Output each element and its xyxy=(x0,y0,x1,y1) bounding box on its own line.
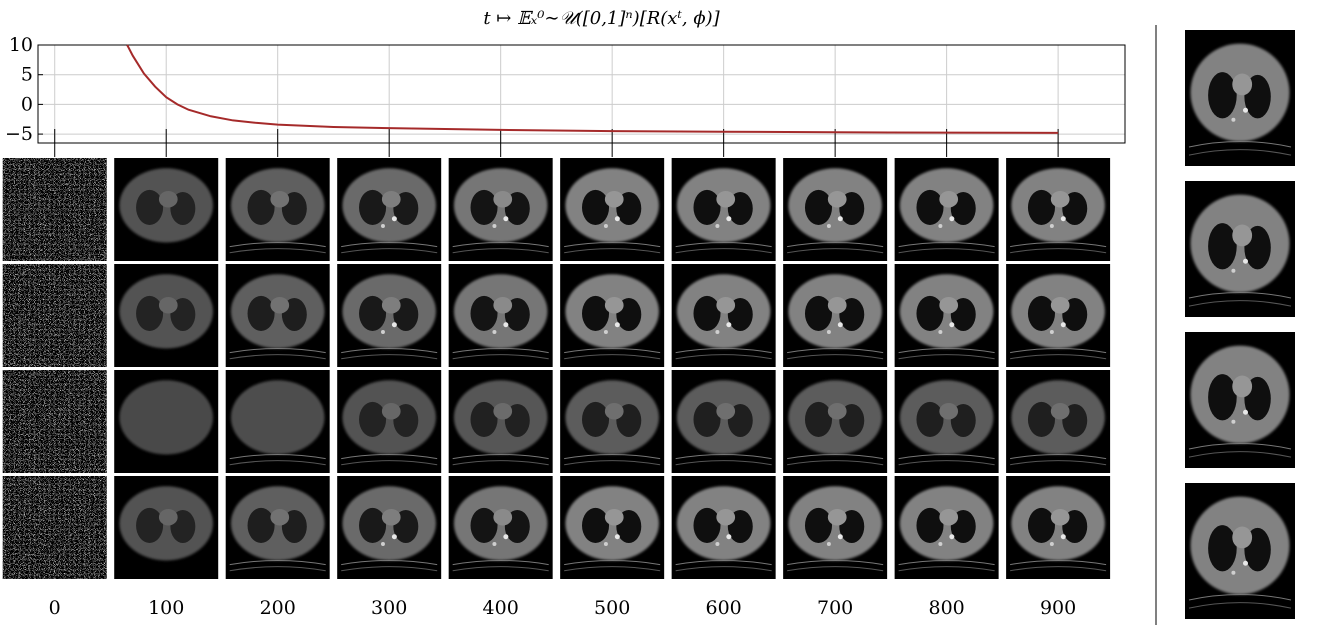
x-tick-label: 600 xyxy=(706,597,742,619)
ct-slice xyxy=(337,476,442,579)
ct-slice xyxy=(894,264,999,367)
ct-slice xyxy=(894,476,999,579)
ct-slice xyxy=(894,158,999,261)
ct-slice xyxy=(671,158,776,261)
y-tick-label: −5 xyxy=(5,123,33,145)
ct-slice xyxy=(1185,332,1295,468)
ct-slice xyxy=(225,158,330,261)
ct-slice xyxy=(448,264,553,367)
x-tick-label: 800 xyxy=(928,597,964,619)
ct-slice xyxy=(337,264,442,367)
y-tick-label: 5 xyxy=(21,64,33,86)
y-tick-label: 10 xyxy=(9,34,33,56)
ct-slice xyxy=(671,476,776,579)
x-tick-label: 700 xyxy=(817,597,853,619)
ct-slice xyxy=(448,476,553,579)
grid xyxy=(38,44,1125,143)
line-chart: −5 0 5 10 t ↦ 𝔼ₓ⁰∼𝒰([0,1]ⁿ)[R(xᵗ, ϕ)] xyxy=(5,8,1126,157)
ct-slice xyxy=(894,370,999,473)
noise-image xyxy=(2,370,107,473)
x-tick-label: 900 xyxy=(1040,597,1076,619)
x-tick-label: 200 xyxy=(260,597,296,619)
ct-slice xyxy=(114,264,219,367)
ct-slice xyxy=(560,158,665,261)
x-tick-label: 300 xyxy=(371,597,407,619)
ct-slice xyxy=(225,476,330,579)
ct-slice xyxy=(1185,30,1295,166)
x-tick-label: 100 xyxy=(148,597,184,619)
noise-image xyxy=(2,264,107,367)
ct-slice xyxy=(560,476,665,579)
ct-slice xyxy=(225,264,330,367)
series-line xyxy=(126,44,1059,134)
x-tick-labels: 0 100 200 300 400 500 600 700 800 900 xyxy=(49,597,1077,619)
ct-slice xyxy=(448,158,553,261)
ct-slice xyxy=(337,370,442,473)
reference-images xyxy=(1185,30,1295,619)
ct-slice xyxy=(671,370,776,473)
ct-slice xyxy=(114,476,219,579)
noise-image xyxy=(2,158,107,261)
ct-slice xyxy=(1006,476,1111,579)
ct-slice xyxy=(783,264,888,367)
ct-slice xyxy=(1185,181,1295,317)
ct-slice xyxy=(337,158,442,261)
ct-slice xyxy=(1006,264,1111,367)
axis-ticks: −5 0 5 10 xyxy=(5,34,1059,157)
ct-slice xyxy=(783,370,888,473)
image-grid xyxy=(2,158,1111,579)
chart-title: t ↦ 𝔼ₓ⁰∼𝒰([0,1]ⁿ)[R(xᵗ, ϕ)] xyxy=(483,8,720,29)
ct-slice xyxy=(671,264,776,367)
y-tick-label: 0 xyxy=(21,93,33,115)
plot-frame xyxy=(37,44,1126,144)
ct-slice xyxy=(783,158,888,261)
ct-slice xyxy=(560,264,665,367)
ct-slice xyxy=(1006,158,1111,261)
x-tick-label: 0 xyxy=(49,597,61,619)
noise-image xyxy=(2,476,107,579)
ct-slice xyxy=(225,370,330,473)
x-tick-label: 500 xyxy=(594,597,630,619)
ct-slice xyxy=(1185,483,1295,619)
ct-slice xyxy=(560,370,665,473)
ct-slice xyxy=(1006,370,1111,473)
ct-slice xyxy=(114,370,219,473)
series-layer xyxy=(126,44,1059,134)
ct-slice xyxy=(114,158,219,261)
ct-slice xyxy=(448,370,553,473)
x-tick-label: 400 xyxy=(483,597,519,619)
ct-slice xyxy=(783,476,888,579)
